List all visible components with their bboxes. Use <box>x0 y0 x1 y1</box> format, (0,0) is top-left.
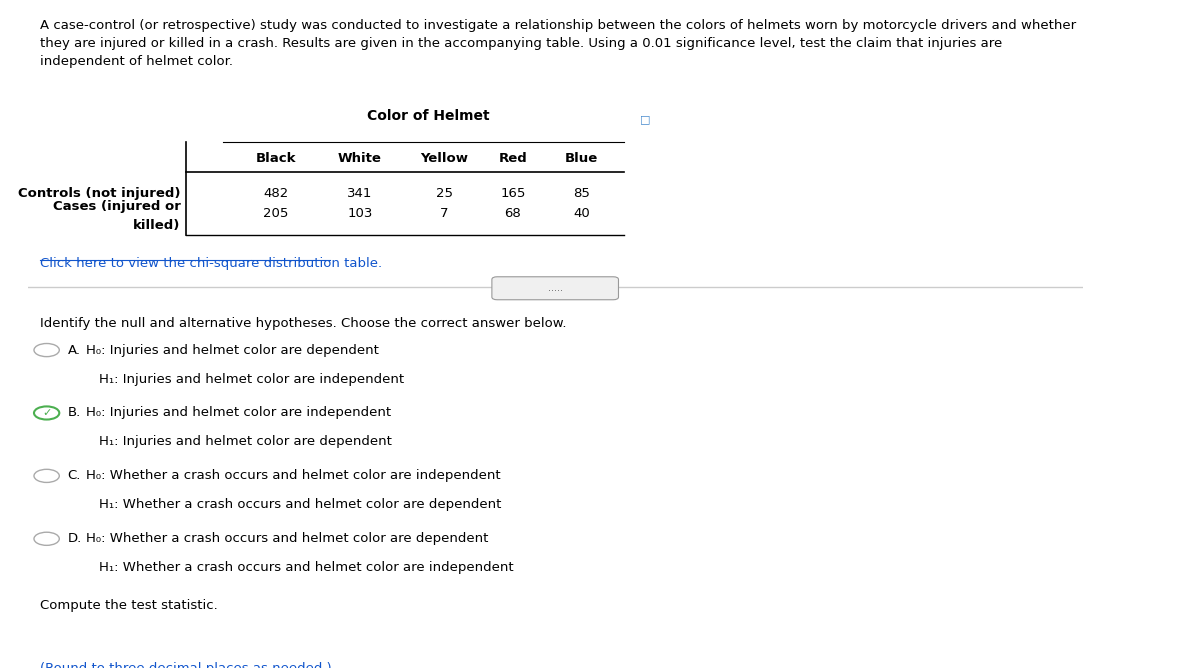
Text: 205: 205 <box>263 207 288 220</box>
FancyBboxPatch shape <box>41 610 70 640</box>
Text: A.: A. <box>67 343 80 357</box>
Text: Color of Helmet: Color of Helmet <box>367 109 490 123</box>
Text: H₀: Injuries and helmet color are independent: H₀: Injuries and helmet color are indepe… <box>85 406 391 420</box>
Text: Blue: Blue <box>565 152 598 165</box>
FancyBboxPatch shape <box>492 277 618 300</box>
Circle shape <box>34 470 59 482</box>
Text: Compute the test statistic.: Compute the test statistic. <box>41 599 218 612</box>
Text: .....: ..... <box>547 283 563 293</box>
Text: Black: Black <box>256 152 296 165</box>
Text: H₀: Whether a crash occurs and helmet color are dependent: H₀: Whether a crash occurs and helmet co… <box>85 532 488 545</box>
Text: H₀: Whether a crash occurs and helmet color are independent: H₀: Whether a crash occurs and helmet co… <box>85 470 500 482</box>
Text: Click here to view the chi-square distribution table.: Click here to view the chi-square distri… <box>41 257 383 270</box>
Text: □: □ <box>640 114 650 124</box>
Text: (Round to three decimal places as needed.): (Round to three decimal places as needed… <box>41 662 332 668</box>
Text: 68: 68 <box>505 207 521 220</box>
Text: Cases (injured or: Cases (injured or <box>53 200 181 213</box>
Text: 85: 85 <box>574 186 590 200</box>
Text: H₀: Injuries and helmet color are dependent: H₀: Injuries and helmet color are depend… <box>85 343 378 357</box>
Text: A case-control (or retrospective) study was conducted to investigate a relations: A case-control (or retrospective) study … <box>41 19 1076 68</box>
Text: Controls (not injured): Controls (not injured) <box>18 186 181 200</box>
Text: White: White <box>338 152 382 165</box>
Text: H₁: Whether a crash occurs and helmet color are independent: H₁: Whether a crash occurs and helmet co… <box>100 561 514 574</box>
Text: D.: D. <box>67 532 82 545</box>
Circle shape <box>34 343 59 357</box>
Text: C.: C. <box>67 470 82 482</box>
Text: 25: 25 <box>436 186 452 200</box>
Text: B.: B. <box>67 406 80 420</box>
Text: 40: 40 <box>574 207 590 220</box>
Text: 341: 341 <box>347 186 373 200</box>
Text: 165: 165 <box>500 186 526 200</box>
Text: H₁: Whether a crash occurs and helmet color are dependent: H₁: Whether a crash occurs and helmet co… <box>100 498 502 512</box>
Text: ✓: ✓ <box>42 408 52 418</box>
Text: 482: 482 <box>263 186 288 200</box>
Text: 7: 7 <box>440 207 449 220</box>
Text: 103: 103 <box>347 207 373 220</box>
Text: Identify the null and alternative hypotheses. Choose the correct answer below.: Identify the null and alternative hypoth… <box>41 317 566 330</box>
Text: Red: Red <box>499 152 527 165</box>
Circle shape <box>34 532 59 545</box>
Text: H₁: Injuries and helmet color are dependent: H₁: Injuries and helmet color are depend… <box>100 436 392 448</box>
Circle shape <box>34 406 59 420</box>
Text: Yellow: Yellow <box>420 152 468 165</box>
Text: H₁: Injuries and helmet color are independent: H₁: Injuries and helmet color are indepe… <box>100 373 404 385</box>
Text: killed): killed) <box>133 219 181 232</box>
